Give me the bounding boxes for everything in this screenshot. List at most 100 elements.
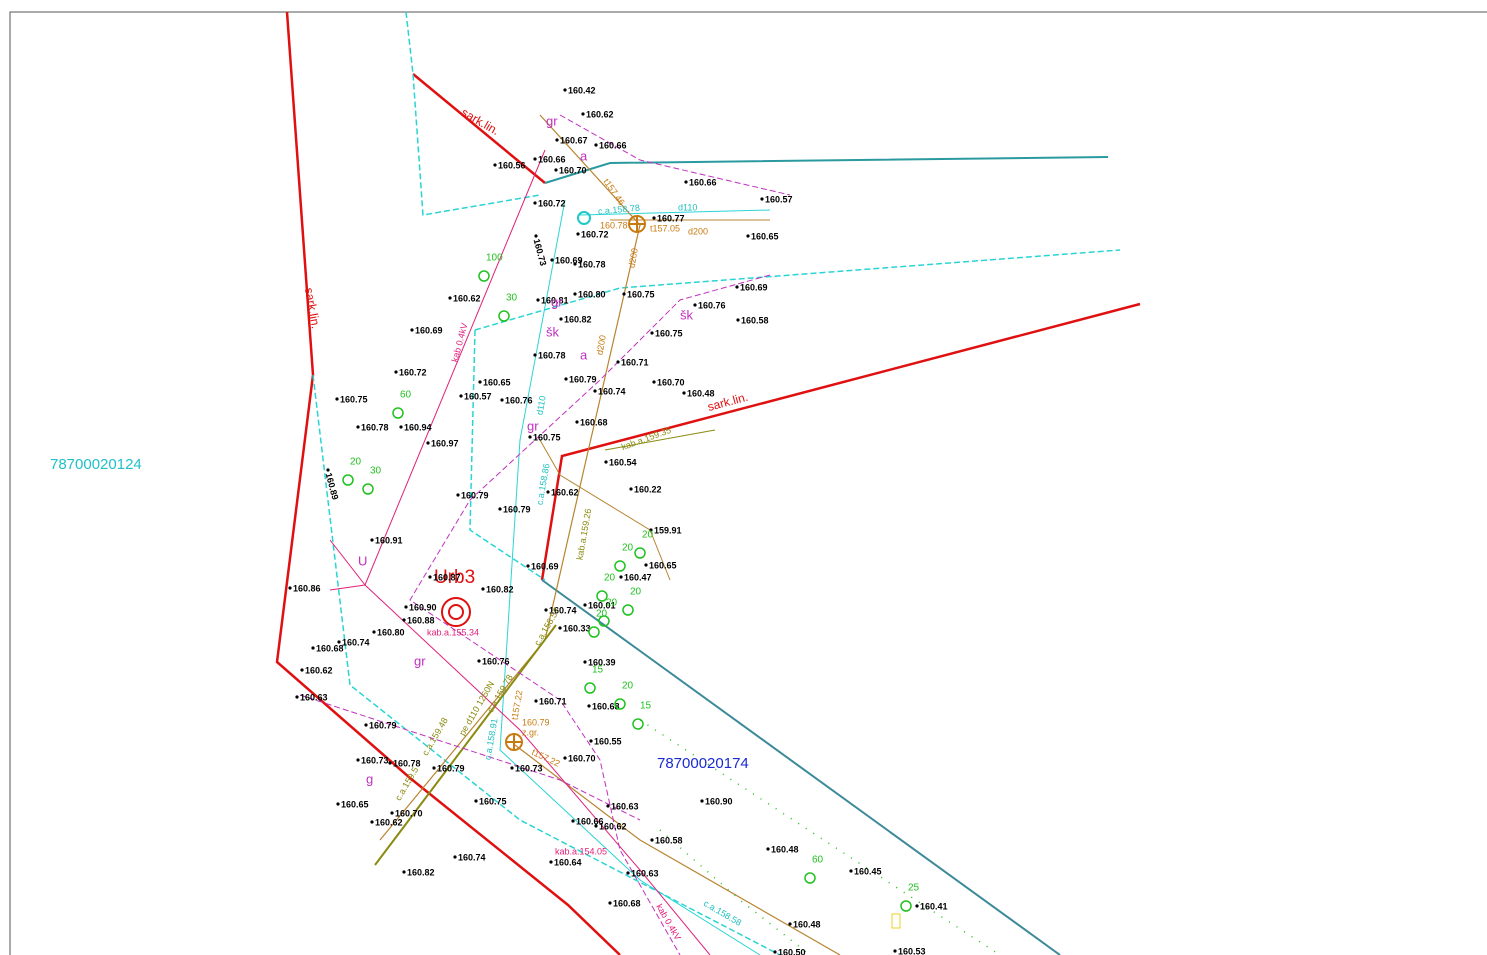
survey-point bbox=[388, 761, 392, 765]
elevation: 160.82 bbox=[486, 584, 514, 594]
utility-label: d200 bbox=[626, 247, 639, 268]
elevation: 160.86 bbox=[293, 583, 321, 593]
tree bbox=[632, 718, 644, 730]
elevation: 160.65 bbox=[483, 377, 511, 387]
tree bbox=[478, 270, 490, 282]
elevation: 160.68 bbox=[316, 643, 344, 653]
tree-label: 30 bbox=[370, 466, 382, 477]
utility-label: kab.a.159.26 bbox=[574, 508, 593, 561]
utility-label: 160.79 bbox=[522, 717, 550, 727]
survey-point bbox=[650, 838, 654, 842]
tree bbox=[596, 590, 608, 602]
code-label: gr bbox=[527, 418, 539, 433]
post bbox=[891, 913, 901, 929]
manhole bbox=[629, 216, 645, 232]
survey-point bbox=[326, 468, 330, 472]
cyan-line bbox=[474, 249, 1121, 331]
water-line bbox=[499, 199, 761, 955]
survey-point bbox=[500, 398, 504, 402]
elevation: 160.76 bbox=[505, 395, 533, 405]
elevation: 160.48 bbox=[771, 844, 799, 854]
elevation: 160.67 bbox=[560, 135, 588, 145]
elevation: 160.82 bbox=[564, 314, 592, 324]
elevation: 160.65 bbox=[649, 560, 677, 570]
elevation: 160.33 bbox=[563, 623, 591, 633]
elevation: 160.22 bbox=[634, 484, 662, 494]
elevation: 160.74 bbox=[458, 852, 486, 862]
survey-point bbox=[456, 493, 460, 497]
elevation: 160.81 bbox=[541, 295, 569, 305]
code-label: gr bbox=[414, 653, 426, 668]
survey-point bbox=[589, 739, 593, 743]
survey-point bbox=[370, 820, 374, 824]
elevation: 160.77 bbox=[657, 213, 685, 223]
utility-label: d110 bbox=[534, 395, 547, 416]
tree-label: 20 bbox=[350, 457, 362, 468]
tree-label: 20 bbox=[630, 587, 642, 598]
curb-line bbox=[539, 439, 671, 581]
survey-point bbox=[453, 855, 457, 859]
elevation: 160.78 bbox=[578, 259, 606, 269]
elevation: 160.63 bbox=[611, 801, 639, 811]
code-label: U bbox=[358, 553, 367, 568]
survey-point bbox=[478, 380, 482, 384]
survey-point bbox=[390, 811, 394, 815]
utility-label: t157.22 bbox=[509, 689, 524, 720]
survey-point bbox=[404, 605, 408, 609]
survey-point bbox=[682, 391, 686, 395]
tree-label: 20 bbox=[622, 543, 634, 554]
boundary-line bbox=[275, 11, 621, 955]
survey-point bbox=[288, 586, 292, 590]
elevation: 160.73 bbox=[532, 238, 549, 267]
tree bbox=[622, 604, 634, 616]
survey-point bbox=[652, 216, 656, 220]
survey-point bbox=[893, 949, 897, 953]
elevation: 160.75 bbox=[479, 796, 507, 806]
elevation: 160.70 bbox=[568, 753, 596, 763]
elevation: 160.66 bbox=[599, 140, 627, 150]
survey-point bbox=[493, 163, 497, 167]
tree bbox=[634, 547, 646, 559]
survey-point bbox=[510, 766, 514, 770]
utility-label: kab 0.4kV bbox=[654, 902, 683, 942]
survey-point bbox=[608, 901, 612, 905]
survey-point bbox=[915, 904, 919, 908]
path-line bbox=[559, 114, 791, 196]
survey-point bbox=[356, 425, 360, 429]
elevation: 160.73 bbox=[515, 763, 543, 773]
linework bbox=[275, 11, 1141, 955]
survey-point bbox=[773, 950, 777, 954]
elevation: 160.79 bbox=[369, 720, 397, 730]
survey-point bbox=[295, 695, 299, 699]
symbols bbox=[441, 211, 901, 929]
survey-point bbox=[533, 201, 537, 205]
survey-point bbox=[735, 285, 739, 289]
elevation: 160.75 bbox=[655, 328, 683, 338]
utility-label: d200 bbox=[594, 334, 607, 355]
survey-point bbox=[410, 328, 414, 332]
cable-line bbox=[604, 429, 716, 451]
survey-point bbox=[402, 870, 406, 874]
survey-point bbox=[554, 168, 558, 172]
survey-point bbox=[559, 317, 563, 321]
boundary-line bbox=[540, 302, 1141, 581]
survey-point bbox=[459, 394, 463, 398]
elevation: 160.50 bbox=[778, 947, 806, 955]
survey-point bbox=[528, 435, 532, 439]
survey-point bbox=[576, 232, 580, 236]
tree bbox=[614, 560, 626, 572]
survey-point bbox=[549, 860, 553, 864]
survey-point bbox=[311, 646, 315, 650]
survey-point bbox=[364, 723, 368, 727]
survey-point bbox=[619, 575, 623, 579]
elevation: 160.94 bbox=[404, 422, 432, 432]
elevation: 160.64 bbox=[554, 857, 582, 867]
survey-point bbox=[626, 871, 630, 875]
utility-label: d110 bbox=[678, 202, 697, 212]
utility-label: c.a.159.48 bbox=[420, 716, 450, 757]
elevation: 160.69 bbox=[415, 325, 443, 335]
survey-point bbox=[616, 360, 620, 364]
elevation: 160.68 bbox=[580, 417, 608, 427]
survey-point bbox=[544, 608, 548, 612]
utility-label: c.a.158.91 bbox=[482, 718, 499, 761]
